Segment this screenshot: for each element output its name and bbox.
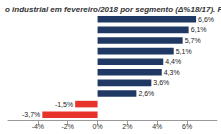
svg-text:o industrial em fevereiro/2018: o industrial em fevereiro/2018 por segme… bbox=[5, 5, 221, 14]
svg-text:2,6%: 2,6% bbox=[138, 90, 154, 97]
svg-text:4%: 4% bbox=[152, 123, 162, 130]
svg-text:5,7%: 5,7% bbox=[185, 37, 201, 44]
svg-text:6%: 6% bbox=[182, 123, 192, 130]
svg-text:-3,7%: -3,7% bbox=[22, 111, 40, 118]
svg-text:-2%: -2% bbox=[61, 123, 73, 130]
svg-text:4,3%: 4,3% bbox=[164, 69, 180, 76]
svg-text:-4%: -4% bbox=[32, 123, 44, 130]
svg-text:6,1%: 6,1% bbox=[191, 26, 207, 33]
svg-text:4,4%: 4,4% bbox=[165, 58, 181, 65]
svg-text:3,6%: 3,6% bbox=[153, 79, 169, 86]
svg-text:6,6%: 6,6% bbox=[198, 16, 214, 23]
svg-text:0%: 0% bbox=[93, 123, 103, 130]
svg-text:5,1%: 5,1% bbox=[176, 48, 192, 55]
svg-text:-1,5%: -1,5% bbox=[55, 101, 73, 108]
svg-text:2%: 2% bbox=[122, 123, 132, 130]
